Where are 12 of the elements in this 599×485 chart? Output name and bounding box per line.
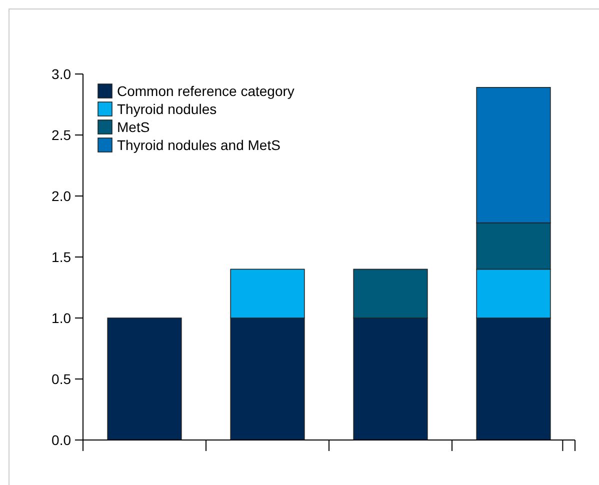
y-tick-label: 0.0 (52, 432, 72, 448)
bar (107, 318, 182, 440)
legend-label: Thyroid nodules (117, 100, 217, 117)
legend-label: Common reference category (117, 82, 294, 99)
y-tick-label: 2.0 (52, 188, 72, 204)
y-tick-label: 2.5 (52, 126, 72, 143)
y-tick-label: 1.0 (52, 310, 72, 326)
y-tick-label: 1.5 (52, 248, 72, 265)
y-tick-label: 3.0 (52, 66, 72, 82)
y-tick-label: 0.5 (52, 370, 72, 387)
legend-label: MetS (117, 118, 150, 135)
legend-label: Thyroid nodules and MetS (117, 136, 280, 153)
